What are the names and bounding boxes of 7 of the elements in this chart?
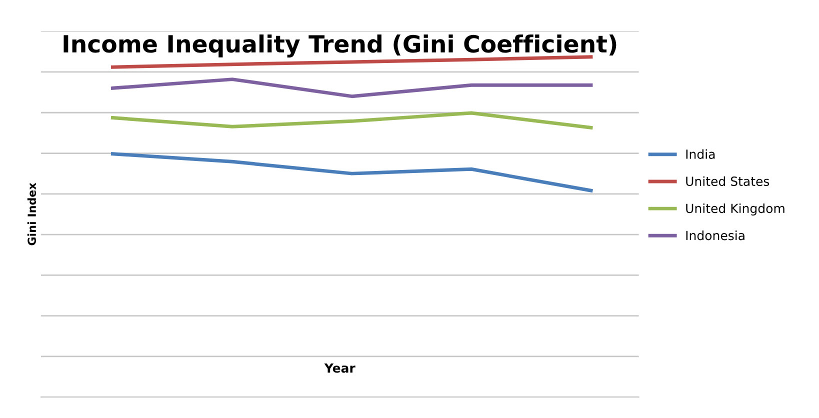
x-axis-title: Year — [324, 363, 356, 373]
legend-label: India — [686, 149, 715, 159]
chart-title: Income Inequality Trend (Gini Coefficient) — [64, 34, 616, 58]
legend-label: United Kingdom — [686, 203, 784, 216]
y-axis-title: Gini Index — [27, 182, 36, 246]
legend-label: United States — [686, 176, 770, 186]
legend-label: Indonesia — [686, 230, 744, 240]
